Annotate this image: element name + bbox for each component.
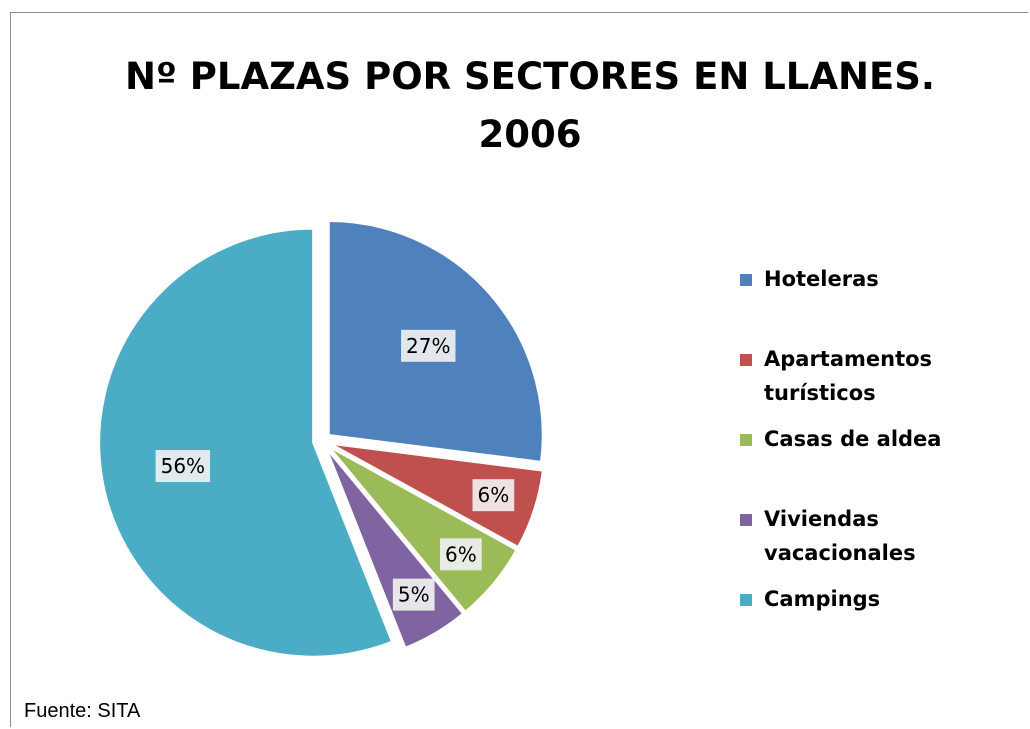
legend-label: Apartamentos turísticos <box>764 347 933 405</box>
pie-slice <box>98 227 394 658</box>
legend-label: Casas de aldea <box>764 427 942 451</box>
legend-item: Campings <box>740 582 950 616</box>
data-label-bg <box>472 479 515 512</box>
source: Fuente: SITA <box>24 700 141 722</box>
data-label: 6% <box>478 483 510 507</box>
frame <box>10 12 1028 727</box>
data-label-bg <box>439 538 482 571</box>
data-label-bg <box>155 450 211 483</box>
legend-item: Viviendas vacacionales <box>740 502 950 570</box>
legend-item: Apartamentos turísticos <box>740 342 950 410</box>
legend-label: Hoteleras <box>764 267 879 291</box>
legend-swatch <box>740 274 752 286</box>
legend-item: Hoteleras <box>740 262 950 296</box>
data-label-bg <box>392 578 435 611</box>
data-label: 56% <box>161 454 205 478</box>
pie-slice <box>328 445 518 614</box>
pie-slice <box>330 442 544 549</box>
legend-label: Campings <box>764 587 881 611</box>
legend-swatch <box>740 514 752 526</box>
data-label: 5% <box>398 583 430 607</box>
data-label: 6% <box>445 542 477 566</box>
legend-label: Viviendas vacacionales <box>764 507 916 565</box>
data-label-bg <box>401 329 456 362</box>
legend-swatch <box>740 434 752 446</box>
data-label: 27% <box>406 334 450 358</box>
legend-item: Casas de aldea <box>740 422 950 456</box>
chart-title: Nº PLAZAS POR SECTORES EN LLANES. 2006 <box>125 55 935 156</box>
legend-swatch <box>740 594 752 606</box>
legend-swatch <box>740 354 752 366</box>
